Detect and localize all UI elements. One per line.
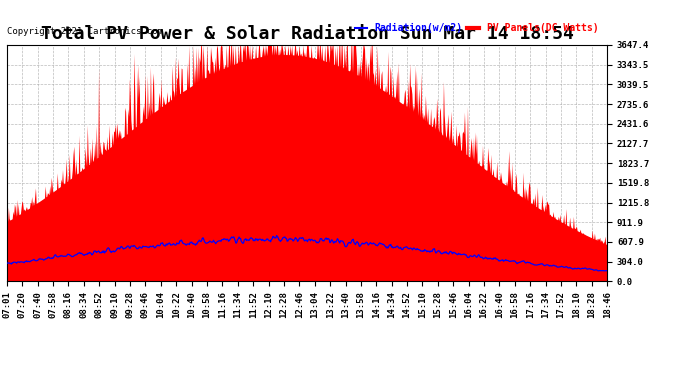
Text: Copyright 2021 Cartronics.com: Copyright 2021 Cartronics.com	[7, 27, 163, 36]
Legend: Radiation(w/m2), PV Panels(DC Watts): Radiation(w/m2), PV Panels(DC Watts)	[351, 19, 602, 37]
Title: Total PV Power & Solar Radiation Sun Mar 14 18:54: Total PV Power & Solar Radiation Sun Mar…	[41, 26, 573, 44]
